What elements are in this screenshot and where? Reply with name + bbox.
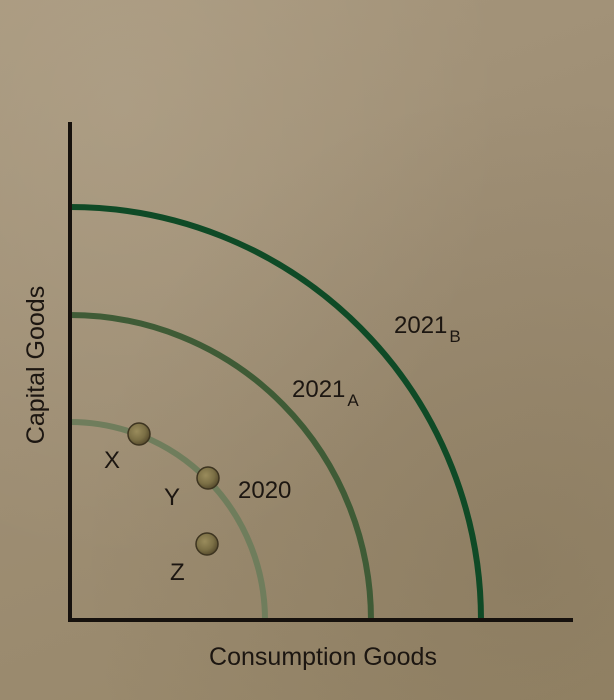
y-axis-label: Capital Goods <box>22 286 50 444</box>
curve-2021b-label: 2021 B <box>394 312 461 346</box>
curve-2021b-label-sub: B <box>449 327 460 346</box>
curve-2021a-label-main: 2021 <box>292 376 345 403</box>
x-axis-label: Consumption Goods <box>209 643 437 671</box>
curve-2021a <box>69 312 374 621</box>
point-x-label: X <box>104 447 120 474</box>
point-z-label: Z <box>170 559 185 586</box>
curve-2021a-label-sub: A <box>347 391 359 410</box>
point-x-marker <box>127 422 151 446</box>
curve-2021b-label-main: 2021 <box>394 312 447 339</box>
curve-2020 <box>69 419 268 621</box>
point-z-marker <box>195 532 219 556</box>
curve-2020-label: 2020 <box>238 477 291 504</box>
point-y-marker <box>196 466 220 490</box>
curve-2021a-label: 2021 A <box>292 376 359 410</box>
point-y-label: Y <box>164 484 180 511</box>
curve-2021b <box>69 204 484 621</box>
